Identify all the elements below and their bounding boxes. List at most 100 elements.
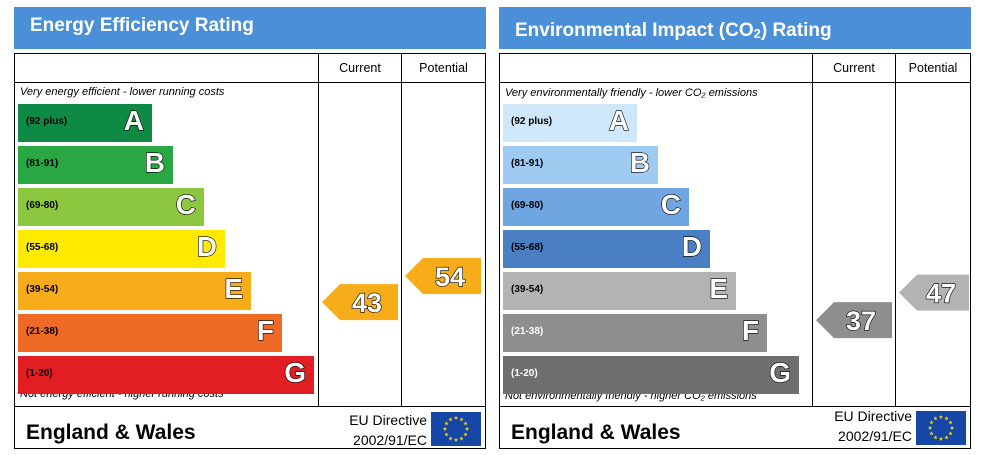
eu-directive-line2: 2002/91/EC xyxy=(353,432,427,448)
eu-star-icon xyxy=(944,416,949,421)
eu-star-icon xyxy=(927,425,933,430)
potential-column-header: Potential xyxy=(419,61,468,75)
eu-star-icon xyxy=(459,417,464,422)
footer-divider xyxy=(15,406,485,407)
column-divider xyxy=(895,54,896,406)
band-letter: C xyxy=(660,188,681,220)
band-range-label: (92 plus) xyxy=(26,116,68,127)
potential-rating-arrow xyxy=(405,258,481,294)
column-divider xyxy=(401,54,402,406)
band-letter: C xyxy=(175,188,196,220)
band-range-label: (21-38) xyxy=(511,326,544,337)
potential-column-header: Potential xyxy=(908,61,958,75)
eu-star-icon xyxy=(444,432,449,437)
energy-efficiency-title: Energy Efficiency Rating xyxy=(14,7,486,49)
rating-band-e: (39-54) E xyxy=(503,272,736,310)
environmental-impact-chart: Current Potential Very environmentally f… xyxy=(499,53,971,449)
eu-star-icon xyxy=(948,420,953,425)
current-rating-arrow xyxy=(322,284,398,321)
eu-star-icon xyxy=(938,436,944,441)
rating-band-d: (55-68) D xyxy=(18,230,225,268)
band-letter: A xyxy=(123,104,144,136)
column-divider xyxy=(318,54,319,406)
band-letter: B xyxy=(144,146,165,178)
eu-star-icon xyxy=(453,437,459,442)
eu-star-icon xyxy=(463,432,468,437)
band-letter: A xyxy=(608,104,629,136)
eu-star-icon xyxy=(948,431,953,436)
band-range-label: (69-80) xyxy=(26,200,59,211)
environmental-impact-title: Environmental Impact (CO2) Rating xyxy=(499,7,971,49)
rating-band-c: (69-80) C xyxy=(503,188,689,226)
region-label: England & Wales xyxy=(26,421,196,444)
region-label: England & Wales xyxy=(511,421,681,444)
rating-band-a: (92 plus) A xyxy=(503,104,637,142)
band-range-label: (81-91) xyxy=(26,158,59,169)
band-letter: G xyxy=(769,356,792,388)
rating-arrows: 37 47 xyxy=(816,274,969,339)
rating-band-b: (81-91) B xyxy=(503,146,658,184)
band-letter: E xyxy=(709,272,729,304)
band-range-label: (81-91) xyxy=(511,158,544,169)
potential-rating-value: 47 xyxy=(926,279,956,309)
eu-directive-line1: EU Directive xyxy=(834,408,912,424)
rating-band-c: (69-80) C xyxy=(18,188,204,226)
top-note: Very energy efficient - lower running co… xyxy=(20,86,225,98)
rating-band-d: (55-68) D xyxy=(503,230,710,268)
band-letter: D xyxy=(681,230,702,262)
current-column-header: Current xyxy=(833,61,875,75)
band-letter: F xyxy=(741,314,759,346)
band-range-label: (1-20) xyxy=(511,368,538,379)
header-divider xyxy=(500,82,970,83)
current-rating-value: 43 xyxy=(352,288,382,318)
eu-star-icon xyxy=(464,426,470,431)
band-range-label: (39-54) xyxy=(26,284,59,295)
potential-rating-arrow xyxy=(899,274,969,311)
eu-flag-icon xyxy=(431,412,481,446)
eu-star-icon xyxy=(453,415,459,420)
eu-star-icon xyxy=(442,426,448,431)
band-range-label: (39-54) xyxy=(511,284,544,295)
footer-divider xyxy=(500,406,970,407)
eu-star-icon xyxy=(933,435,938,440)
band-range-label: (92 plus) xyxy=(511,116,553,127)
band-range-label: (55-68) xyxy=(26,242,59,253)
eu-flag-icon xyxy=(916,411,966,445)
eu-directive-text: EU Directive 2002/91/EC xyxy=(349,410,427,450)
energy-efficiency-chart: Current Potential Very energy efficient … xyxy=(14,53,486,449)
eu-star-icon xyxy=(929,431,934,436)
rating-band-f: (21-38) F xyxy=(18,314,282,352)
column-divider xyxy=(812,54,813,406)
rating-band-e: (39-54) E xyxy=(18,272,251,310)
environmental-impact-panel: Environmental Impact (CO2) Rating Curren… xyxy=(499,7,971,449)
eu-star-icon xyxy=(938,414,944,419)
eu-star-icon xyxy=(929,420,934,425)
eu-star-icon xyxy=(459,436,464,441)
rating-band-g: (1-20) G xyxy=(18,356,314,394)
rating-band-b: (81-91) B xyxy=(18,146,173,184)
eu-star-icon xyxy=(933,416,938,421)
band-letter: F xyxy=(256,314,274,346)
rating-band-f: (21-38) F xyxy=(503,314,767,352)
eu-star-icon xyxy=(448,417,453,422)
band-range-label: (1-20) xyxy=(26,368,53,379)
potential-rating-value: 54 xyxy=(435,262,465,292)
rating-band-a: (92 plus) A xyxy=(18,104,152,142)
eu-star-icon xyxy=(463,421,468,426)
rating-band-g: (1-20) G xyxy=(503,356,799,394)
energy-efficiency-panel: Energy Efficiency Rating Current Potenti… xyxy=(14,7,486,449)
band-letter: G xyxy=(284,356,307,388)
eu-star-icon xyxy=(944,435,949,440)
eu-directive-text: EU Directive 2002/91/EC xyxy=(834,406,912,446)
current-column-header: Current xyxy=(339,61,381,75)
rating-arrows: 43 54 xyxy=(322,258,481,321)
current-rating-value: 37 xyxy=(846,306,876,336)
band-range-label: (55-68) xyxy=(511,242,544,253)
current-rating-arrow xyxy=(816,302,892,339)
eu-star-icon xyxy=(448,436,453,441)
eu-directive-line2: 2002/91/EC xyxy=(838,428,912,444)
band-letter: E xyxy=(224,272,244,304)
band-letter: B xyxy=(629,146,650,178)
band-range-label: (21-38) xyxy=(26,326,59,337)
eu-star-icon xyxy=(949,425,955,430)
